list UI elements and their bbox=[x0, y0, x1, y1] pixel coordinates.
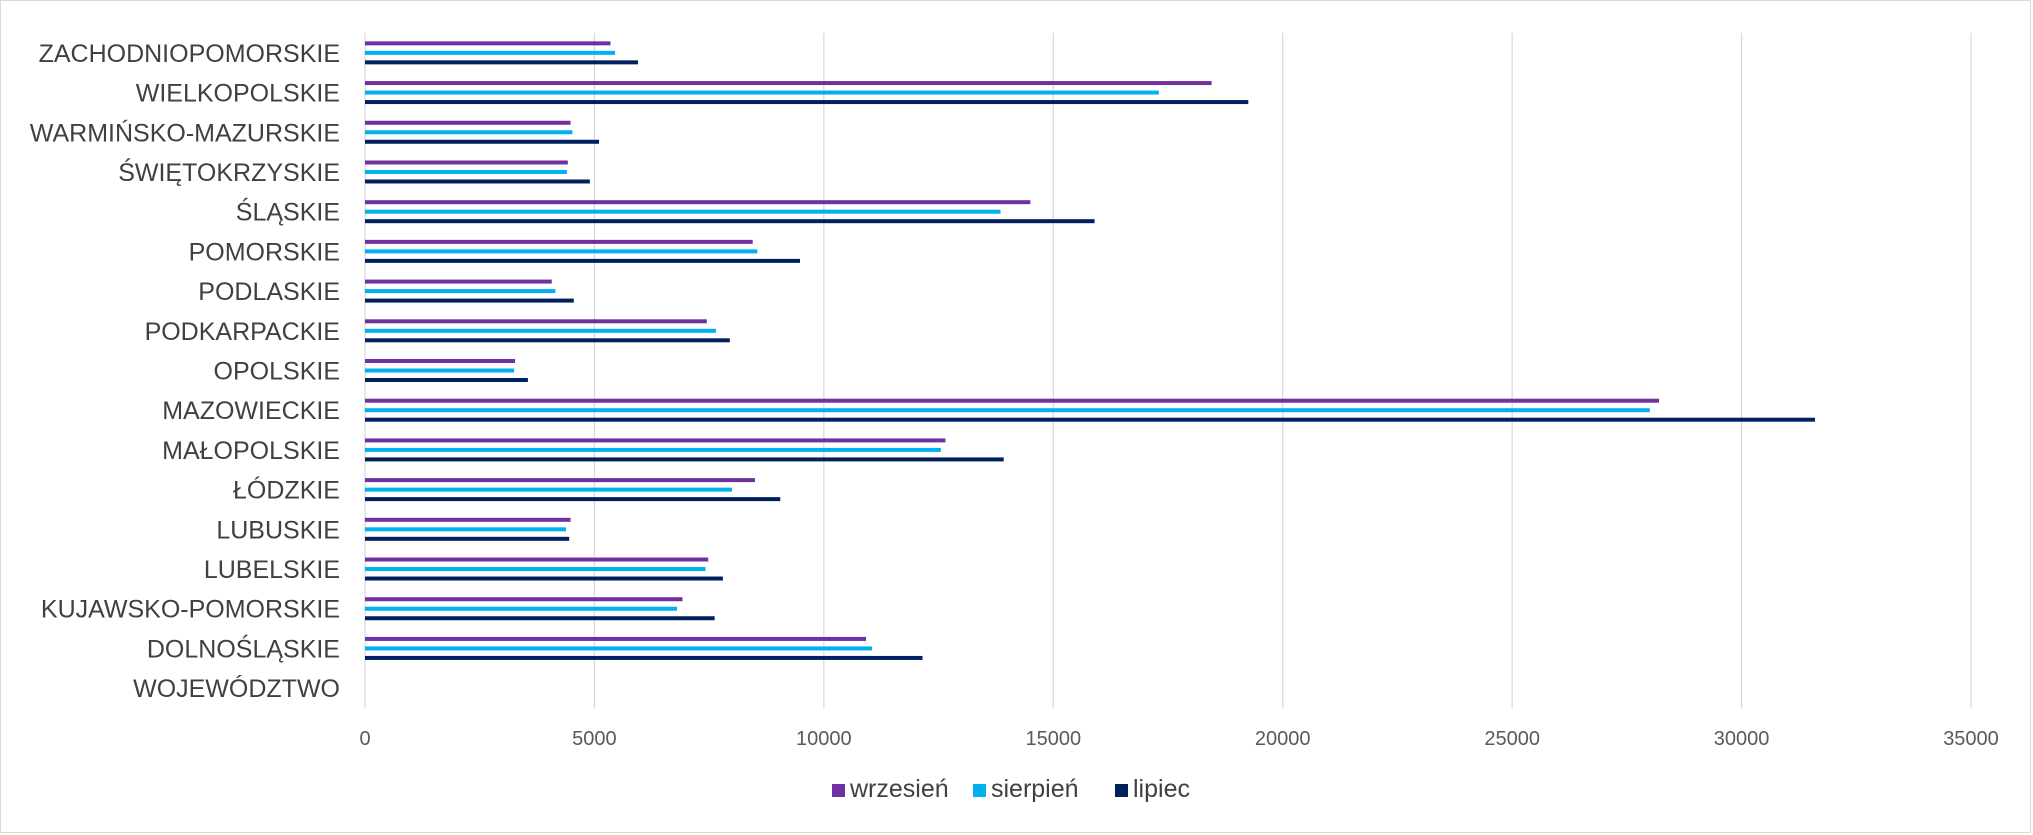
bar-lipiec-mazowieckie bbox=[365, 417, 1815, 422]
bar-lipiec-dolnośląskie bbox=[365, 655, 923, 660]
bar-wrzesień-lubelskie bbox=[365, 557, 709, 562]
category-label: LUBUSKIE bbox=[216, 516, 340, 544]
x-tick-label: 0 bbox=[359, 728, 370, 750]
bar-sierpień-zachodniopomorskie bbox=[365, 50, 616, 55]
bar-sierpień-podkarpackie bbox=[365, 328, 717, 333]
bar-sierpień-świętokrzyskie bbox=[365, 169, 567, 174]
x-tick-label: 5000 bbox=[572, 728, 617, 750]
legend-swatch bbox=[973, 784, 986, 797]
category-label: ZACHODNIOPOMORSKIE bbox=[39, 40, 340, 68]
x-tick-label: 35000 bbox=[1943, 728, 1999, 750]
category-label: PODLASKIE bbox=[198, 278, 340, 306]
bar-wrzesień-lubuskie bbox=[365, 517, 571, 522]
bar-lipiec-małopolskie bbox=[365, 457, 1004, 462]
legend[interactable]: wrzesień sierpień lipiec bbox=[832, 775, 1190, 803]
bar-series-group bbox=[365, 41, 1815, 660]
bar-sierpień-pomorskie bbox=[365, 249, 758, 254]
bar-sierpień-lubelskie bbox=[365, 567, 706, 572]
x-tick-label: 25000 bbox=[1484, 728, 1540, 750]
bar-wrzesień-dolnośląskie bbox=[365, 636, 867, 641]
bar-lipiec-podkarpackie bbox=[365, 338, 730, 343]
category-label: MAZOWIECKIE bbox=[162, 397, 340, 425]
category-label: WIELKOPOLSKIE bbox=[136, 80, 340, 108]
bar-wrzesień-małopolskie bbox=[365, 438, 946, 443]
bar-sierpień-mazowieckie bbox=[365, 408, 1650, 413]
bar-wrzesień-śląskie bbox=[365, 200, 1031, 205]
category-label: OPOLSKIE bbox=[214, 358, 340, 386]
bar-sierpień-małopolskie bbox=[365, 447, 941, 452]
bar-wrzesień-podkarpackie bbox=[365, 319, 707, 324]
bar-lipiec-łódzkie bbox=[365, 497, 781, 502]
category-axis-labels: ZACHODNIOPOMORSKIE WIELKOPOLSKIE WARMIŃSKO… bbox=[30, 40, 340, 703]
bar-lipiec-zachodniopomorskie bbox=[365, 60, 639, 65]
bar-wrzesień-warmińsko-mazurskie bbox=[365, 120, 571, 125]
bar-sierpień-podlaskie bbox=[365, 289, 556, 294]
bar-wrzesień-pomorskie bbox=[365, 239, 753, 244]
category-label: ŁÓDZKIE bbox=[233, 476, 340, 505]
bar-lipiec-wielkopolskie bbox=[365, 100, 1249, 105]
x-tick-label: 15000 bbox=[1025, 728, 1081, 750]
bar-lipiec-warmińsko-mazurskie bbox=[365, 139, 600, 144]
category-label: LUBELSKIE bbox=[204, 556, 340, 584]
bar-lipiec-podlaskie bbox=[365, 298, 574, 303]
legend-item-lipiec[interactable]: lipiec bbox=[1115, 775, 1190, 803]
bar-sierpień-wielkopolskie bbox=[365, 90, 1159, 95]
bar-wrzesień-podlaskie bbox=[365, 279, 552, 284]
category-label: POMORSKIE bbox=[189, 238, 340, 266]
bar-lipiec-lubelskie bbox=[365, 576, 723, 581]
bar-lipiec-pomorskie bbox=[365, 258, 800, 263]
category-label: KUJAWSKO-POMORSKIE bbox=[41, 596, 340, 624]
category-label: MAŁOPOLSKIE bbox=[162, 437, 340, 465]
bar-lipiec-lubuskie bbox=[365, 536, 570, 541]
x-tick-label: 10000 bbox=[796, 728, 852, 750]
bar-wrzesień-kujawsko-pomorskie bbox=[365, 597, 683, 602]
category-label: DOLNOŚLĄSKIE bbox=[147, 633, 340, 663]
bar-sierpień-warmińsko-mazurskie bbox=[365, 130, 573, 135]
category-label: ŚLĄSKIE bbox=[236, 197, 340, 227]
bar-wrzesień-mazowieckie bbox=[365, 398, 1659, 403]
value-axis-tick-labels: 0 5000 10000 15000 20000 25000 30000 35000 bbox=[359, 728, 1998, 750]
legend-item-wrzesień[interactable]: wrzesień bbox=[832, 775, 949, 803]
x-tick-label: 20000 bbox=[1255, 728, 1311, 750]
x-tick-label: 30000 bbox=[1714, 728, 1770, 750]
bar-lipiec-śląskie bbox=[365, 219, 1095, 224]
legend-swatch bbox=[1115, 784, 1128, 797]
bar-sierpień-śląskie bbox=[365, 209, 1001, 214]
category-label: WARMIŃSKO-MAZURSKIE bbox=[30, 118, 340, 147]
legend-swatch bbox=[832, 784, 845, 797]
bar-sierpień-opolskie bbox=[365, 368, 515, 373]
bar-sierpień-lubuskie bbox=[365, 527, 566, 532]
bar-sierpień-dolnośląskie bbox=[365, 646, 873, 651]
legend-label: sierpień bbox=[991, 775, 1079, 803]
bar-lipiec-świętokrzyskie bbox=[365, 179, 590, 184]
category-label: WOJEWÓDZTWO bbox=[133, 674, 340, 703]
bar-lipiec-kujawsko-pomorskie bbox=[365, 616, 715, 621]
bar-wrzesień-zachodniopomorskie bbox=[365, 41, 611, 46]
bar-sierpień-łódzkie bbox=[365, 487, 733, 492]
legend-label: lipiec bbox=[1133, 775, 1190, 803]
bar-wrzesień-opolskie bbox=[365, 359, 516, 363]
bar-sierpień-kujawsko-pomorskie bbox=[365, 606, 678, 611]
category-label: ŚWIĘTOKRZYSKIE bbox=[118, 157, 340, 187]
bar-wrzesień-łódzkie bbox=[365, 478, 756, 483]
bar-wrzesień-wielkopolskie bbox=[365, 81, 1212, 86]
bar-wrzesień-świętokrzyskie bbox=[365, 160, 568, 165]
bar-lipiec-opolskie bbox=[365, 378, 528, 382]
legend-label: wrzesień bbox=[849, 775, 949, 803]
legend-item-sierpień[interactable]: sierpień bbox=[973, 775, 1079, 803]
category-label: PODKARPACKIE bbox=[145, 318, 340, 346]
gridlines bbox=[364, 33, 1972, 708]
